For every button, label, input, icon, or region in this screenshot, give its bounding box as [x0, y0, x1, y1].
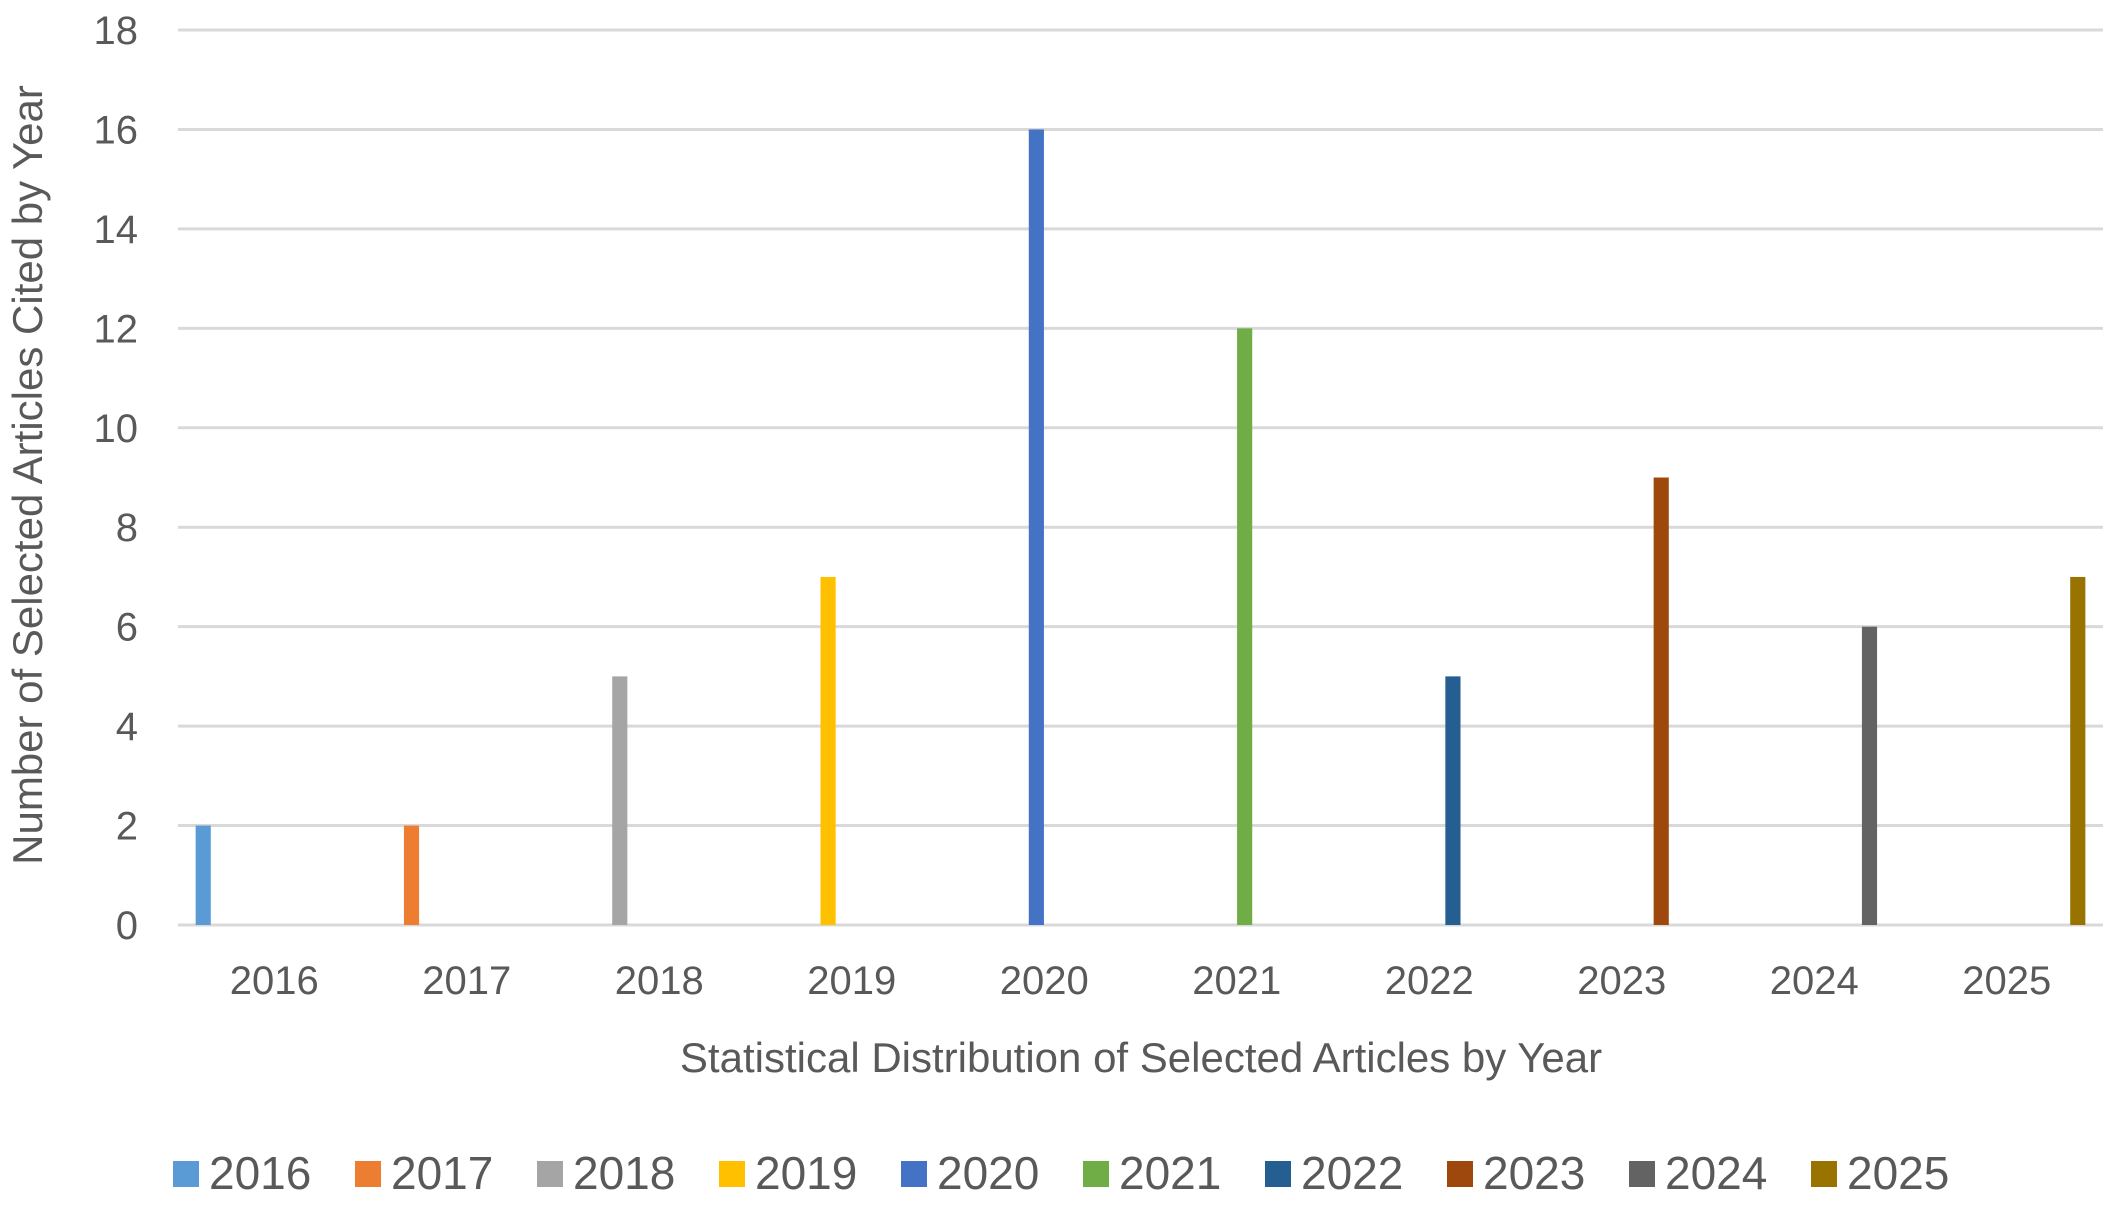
y-tick-label-2: 2 — [116, 805, 138, 849]
x-tick-labels: 2016 2017 2018 2019 2020 2021 2022 2023 2024 2025 — [230, 959, 2051, 1003]
legend-label-2025: 2025 — [1847, 1147, 1949, 1199]
x-tick-label-2023: 2023 — [1577, 959, 1666, 1003]
y-tick-label-6: 6 — [116, 606, 138, 650]
bar-2023-2023 — [1653, 477, 1669, 925]
legend-label-2023: 2023 — [1483, 1147, 1585, 1199]
y-tick-label-0: 0 — [116, 904, 138, 948]
bar-2022-2022 — [1445, 676, 1461, 925]
legend-label-2017: 2017 — [391, 1147, 493, 1199]
legend-label-2019: 2019 — [755, 1147, 857, 1199]
x-tick-label-2018: 2018 — [615, 959, 704, 1003]
legend-swatch-2019 — [719, 1161, 745, 1187]
x-tick-label-2019: 2019 — [807, 959, 896, 1003]
x-tick-label-2024: 2024 — [1770, 959, 1859, 1003]
x-axis-title: Statistical Distribution of Selected Art… — [680, 1034, 1602, 1081]
y-tick-label-18: 18 — [94, 9, 139, 53]
gridlines — [178, 28, 2103, 927]
legend-swatch-2023 — [1447, 1161, 1473, 1187]
bar-2019-2019 — [820, 576, 836, 925]
y-tick-label-10: 10 — [94, 407, 139, 451]
legend-label-2022: 2022 — [1301, 1147, 1403, 1199]
y-tick-labels: 0 2 4 6 8 10 12 14 16 18 — [94, 9, 139, 948]
legend-swatch-2025 — [1811, 1161, 1837, 1187]
y-axis-title: Number of Selected Articles Cited by Yea… — [4, 85, 51, 865]
legend-label-2018: 2018 — [573, 1147, 675, 1199]
x-tick-label-2017: 2017 — [422, 959, 511, 1003]
y-tick-label-12: 12 — [94, 307, 139, 351]
x-tick-label-2020: 2020 — [1000, 959, 1089, 1003]
x-tick-label-2025: 2025 — [1962, 959, 2051, 1003]
y-tick-label-4: 4 — [116, 705, 138, 749]
bar-2018-2018 — [612, 676, 628, 925]
legend-swatch-2020 — [901, 1161, 927, 1187]
bar-2025-2025 — [2070, 576, 2086, 925]
bar-2016-2016 — [195, 825, 211, 925]
legend-swatch-2017 — [355, 1161, 381, 1187]
bar-2020-2020 — [1028, 129, 1044, 925]
y-tick-label-14: 14 — [94, 208, 139, 252]
legend-swatch-2022 — [1265, 1161, 1291, 1187]
legend-label-2024: 2024 — [1665, 1147, 1767, 1199]
legend-swatch-2016 — [173, 1161, 199, 1187]
x-tick-label-2016: 2016 — [230, 959, 319, 1003]
bars — [195, 129, 2086, 925]
legend-label-2021: 2021 — [1119, 1147, 1221, 1199]
legend-label-2020: 2020 — [937, 1147, 1039, 1199]
y-tick-label-8: 8 — [116, 506, 138, 550]
x-tick-label-2022: 2022 — [1385, 959, 1474, 1003]
legend-label-2016: 2016 — [209, 1147, 311, 1199]
legend: 2016 2017 2018 2019 2020 2021 2022 2023 2024 2025 — [173, 1147, 1949, 1199]
legend-swatch-2018 — [537, 1161, 563, 1187]
x-tick-label-2021: 2021 — [1192, 959, 1281, 1003]
bar-2021-2021 — [1237, 328, 1253, 925]
bar-2024-2024 — [1861, 626, 1878, 925]
y-tick-label-16: 16 — [94, 108, 139, 152]
legend-swatch-2021 — [1083, 1161, 1109, 1187]
legend-swatch-2024 — [1629, 1161, 1655, 1187]
bar-2017-2017 — [403, 825, 420, 925]
